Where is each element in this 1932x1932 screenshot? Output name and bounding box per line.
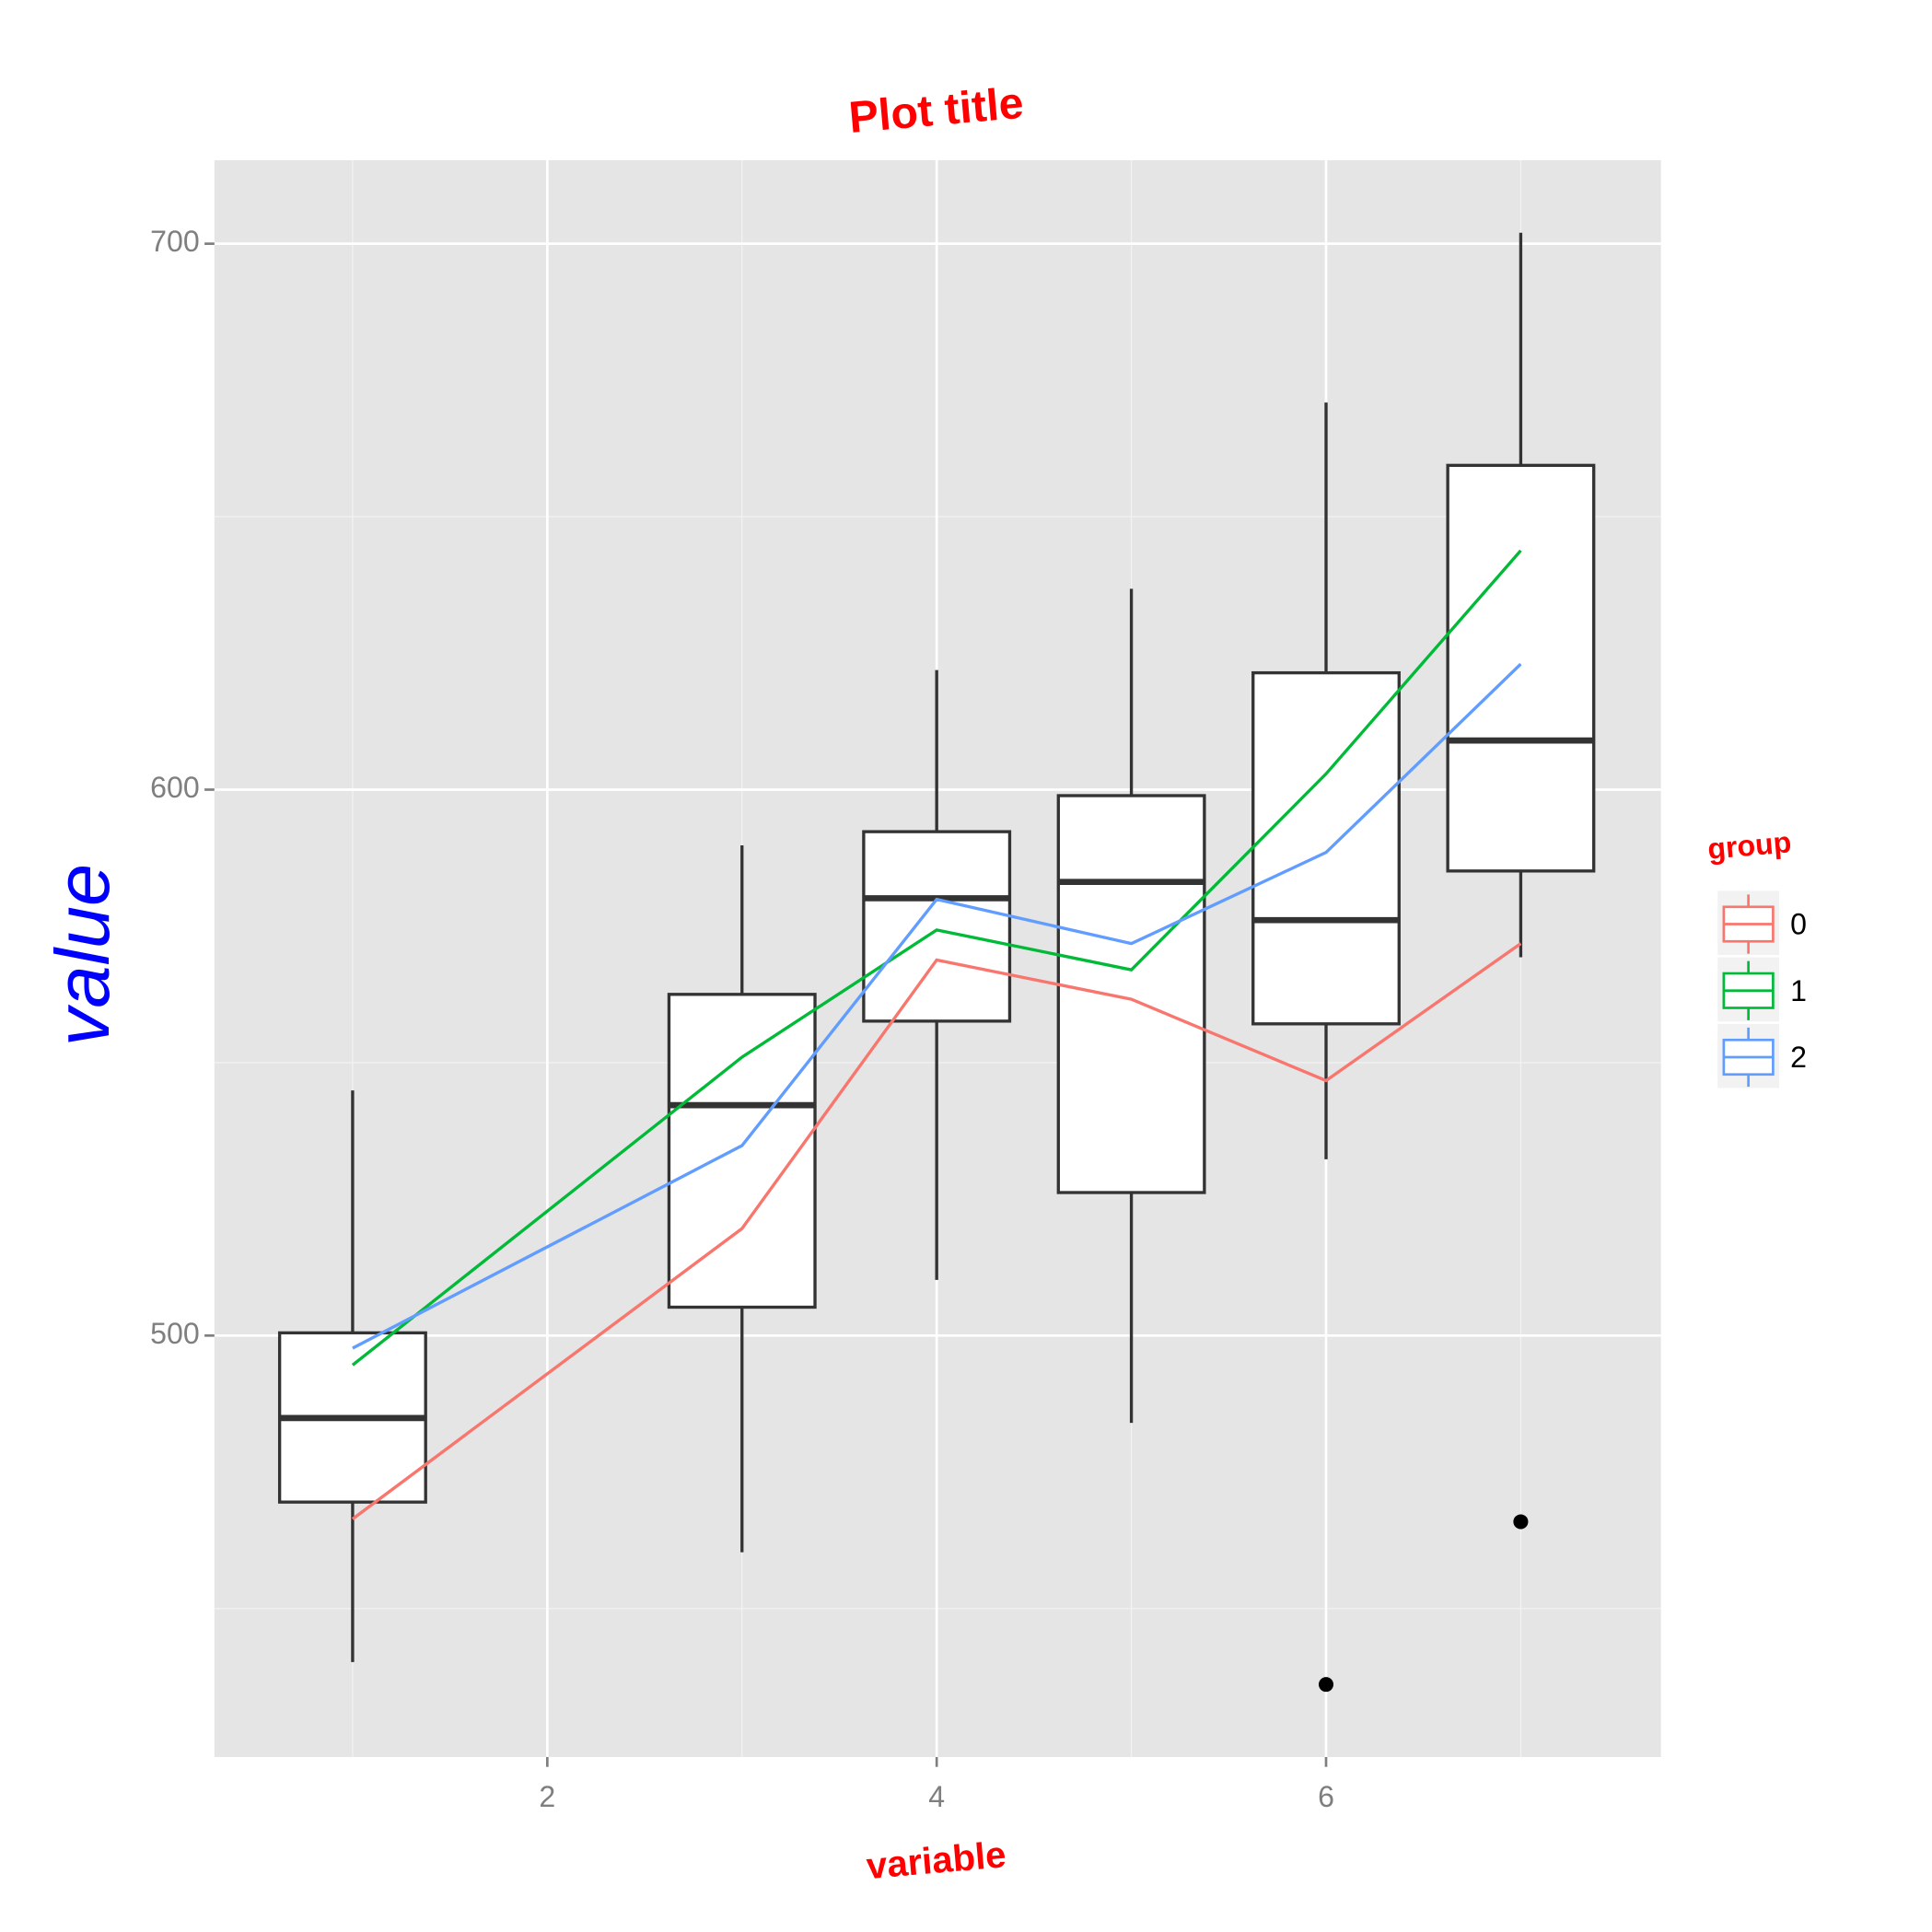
box — [1056, 794, 1206, 1194]
box — [1251, 670, 1401, 1026]
series-line — [351, 942, 1522, 1520]
x-tick-label: 2 — [539, 1780, 555, 1813]
y-tick-label: 600 — [150, 771, 200, 804]
legend-title: group — [1706, 825, 1793, 866]
y-tick-label: 700 — [150, 225, 200, 258]
outlier — [1318, 1677, 1334, 1693]
legend-label: 1 — [1790, 974, 1807, 1007]
legend-label: 0 — [1790, 908, 1807, 941]
x-axis-title: variable — [865, 1833, 1007, 1887]
series-line — [352, 662, 1522, 1350]
y-axis-title: value — [40, 864, 125, 1046]
legend-label: 2 — [1790, 1041, 1807, 1074]
y-tick-label: 500 — [150, 1317, 200, 1350]
box — [862, 830, 1012, 1023]
x-tick-label: 4 — [928, 1780, 945, 1813]
x-tick-label: 6 — [1318, 1780, 1334, 1813]
box — [667, 993, 817, 1309]
series-line — [351, 549, 1522, 1367]
outlier — [1513, 1514, 1529, 1530]
chart-title: Plot title — [847, 78, 1026, 143]
box — [1446, 463, 1596, 873]
